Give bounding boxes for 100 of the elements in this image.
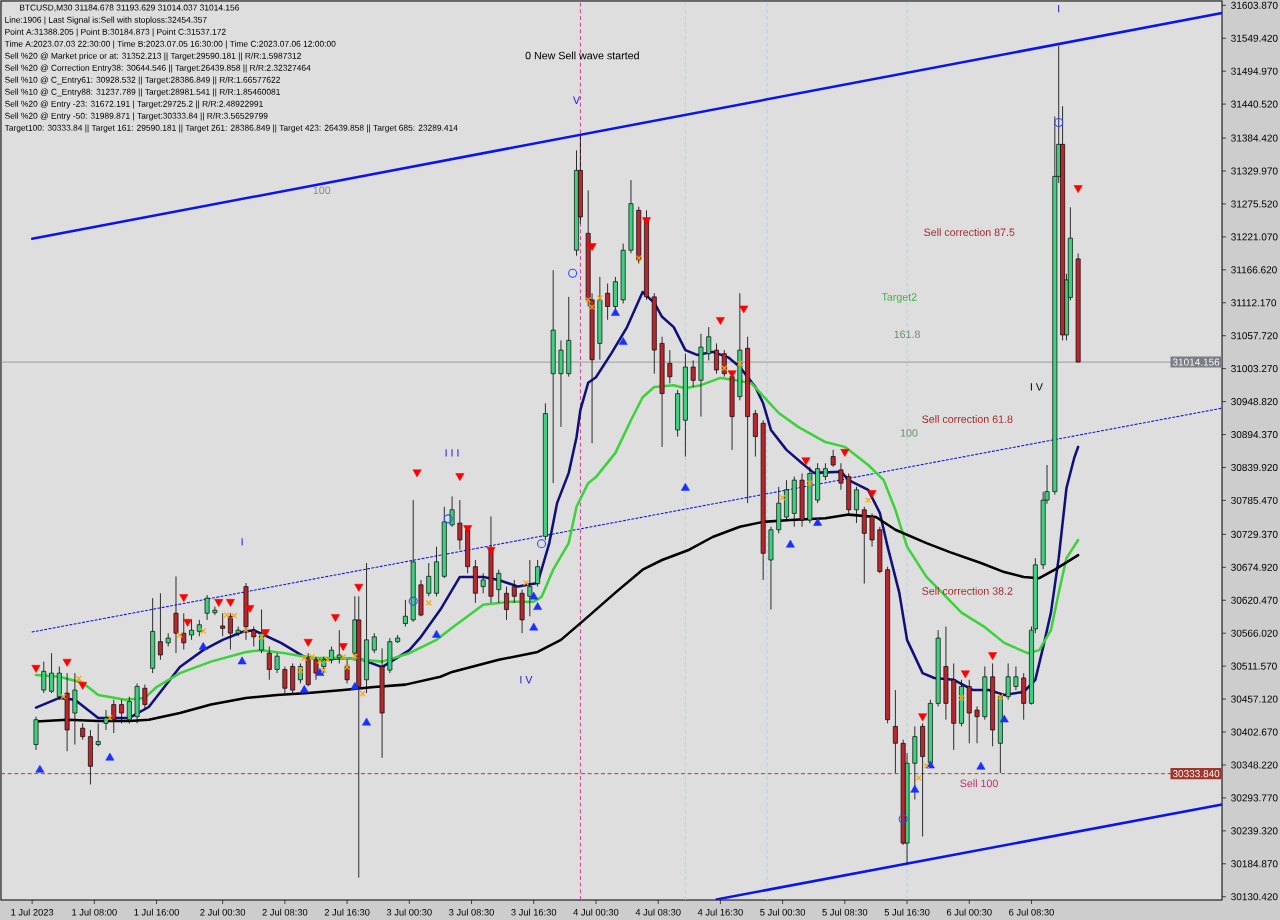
candlestick <box>1013 666 1019 691</box>
point <box>408 596 418 606</box>
candlestick <box>157 592 163 661</box>
annotation: Sell %20 @ Correction Entry38: 30644.546 || Target:26439.858 || R/R:2.32327464 <box>4 64 311 73</box>
candlestick <box>511 579 517 604</box>
x-tick-label: 4 Jul 16:30 <box>697 908 743 916</box>
y-tick-label: 31494.970 <box>1231 67 1278 75</box>
y-tick-label: 30348.220 <box>1231 761 1278 769</box>
point <box>910 784 920 793</box>
candlestick <box>558 339 564 428</box>
candlestick <box>41 661 47 694</box>
point <box>976 761 986 770</box>
y-tick-label: 30130.420 <box>1231 893 1278 901</box>
y-tick-label: 31549.420 <box>1231 34 1278 42</box>
ref-line-label: 31014.156 <box>1172 358 1220 366</box>
point <box>739 305 749 314</box>
point <box>338 643 348 651</box>
y-tick-label: 30620.470 <box>1231 596 1278 604</box>
candlestick <box>752 409 758 457</box>
point <box>105 752 115 761</box>
annotation: Sell %10 @ C_Entry88: 31237.789 || Target:28981.541 || R/R:1.85460081 <box>4 88 280 97</box>
x-tick-label: 2 Jul 00:30 <box>200 908 246 916</box>
annotation: V <box>573 96 581 104</box>
candlestick <box>838 462 844 491</box>
candlestick <box>974 706 980 744</box>
annotation: 161.8 <box>894 330 920 339</box>
point <box>727 370 737 379</box>
point <box>75 675 82 682</box>
point <box>303 639 313 647</box>
y-tick-label: 30729.370 <box>1231 530 1278 538</box>
point <box>261 629 270 638</box>
x-tick-label: 3 Jul 08:30 <box>449 908 494 916</box>
annotation: Target100: 30333.84 || Target 161: 29590.181 || Target 261: 28386.849 || Target 423: 26439.858 || Target 685: 23289.414 <box>4 124 458 133</box>
candlestick <box>189 619 194 641</box>
point <box>183 619 193 627</box>
point <box>179 594 189 602</box>
chart-title: BTCUSD,M30 31184.678 31193.629 31014.037 31014.156 <box>19 4 239 12</box>
annotation: Target2 <box>881 293 917 303</box>
annotation: Line:1906 | Last Signal is:Sell with stoploss:32454.357 <box>5 16 207 25</box>
x-tick-label: 5 Jul 08:30 <box>822 908 868 916</box>
point <box>610 308 620 316</box>
candlestick <box>227 612 233 650</box>
y-tick-label: 30457.120 <box>1231 695 1278 703</box>
point <box>330 614 340 622</box>
annotation: Point A:31388.205 | Point B:30184.873 | Point C:31537.172 <box>5 28 226 37</box>
candlestick <box>371 632 377 654</box>
y-tick-label: 30293.770 <box>1231 794 1278 802</box>
y-tick-label: 31384.420 <box>1231 134 1278 142</box>
point <box>813 518 823 526</box>
y-tick-label: 30511.570 <box>1231 662 1277 670</box>
x-tick-label: 2 Jul 08:30 <box>262 908 308 916</box>
x-tick-label: 1 Jul 08:00 <box>72 908 117 916</box>
point <box>587 243 597 252</box>
point <box>918 713 928 722</box>
point <box>258 633 265 640</box>
point <box>425 599 432 606</box>
point <box>680 482 690 491</box>
candlestick <box>714 343 719 375</box>
point <box>354 583 364 592</box>
y-tick-label: 31440.520 <box>1231 100 1278 108</box>
candlestick <box>274 652 280 674</box>
annotation: Sell correction 61.8 <box>922 415 1013 423</box>
y-tick-label: 31329.970 <box>1231 167 1278 175</box>
point <box>997 693 1004 700</box>
candlestick <box>173 575 179 654</box>
y-tick-label: 30402.670 <box>1231 728 1278 736</box>
candlestick <box>667 349 673 384</box>
candlestick <box>480 572 486 594</box>
annotation: I <box>1058 4 1060 13</box>
y-tick-label: 30894.370 <box>1231 431 1278 439</box>
x-tick-label: 4 Jul 00:30 <box>573 908 619 916</box>
point <box>78 681 88 690</box>
x-tick-label: 3 Jul 16:30 <box>511 908 557 916</box>
candlestick <box>504 586 509 621</box>
annotation: Sell 100 <box>960 779 998 788</box>
point <box>801 457 811 466</box>
x-tick-label: 4 Jul 08:30 <box>635 908 681 916</box>
point <box>715 317 725 325</box>
annotation: I V <box>1030 383 1043 391</box>
y-tick-label: 30239.320 <box>1231 827 1278 835</box>
point <box>362 717 371 726</box>
y-tick-label: 31003.270 <box>1231 365 1278 373</box>
y-tick-label: 30184.870 <box>1231 860 1278 868</box>
annotation: Sell correction 87.5 <box>924 228 1015 237</box>
annotation: Time A:2023.07.03 22:30:00 | Time B:2023.07.05 16:30:00 | Time C:2023.07.06 12:00:00 <box>4 40 336 49</box>
point <box>299 685 309 693</box>
point <box>35 764 45 773</box>
point <box>596 294 603 302</box>
annotation: Sell %20 @ Entry -23: 31672.191 | Target:29725.2 || R/R:2.48922991 <box>4 100 263 109</box>
candlestick <box>266 646 272 681</box>
point <box>898 814 908 824</box>
candlestick <box>402 599 408 627</box>
point <box>297 667 304 674</box>
point <box>245 605 255 613</box>
y-tick-label: 31057.720 <box>1231 332 1278 340</box>
point <box>455 473 465 481</box>
x-tick-label: 5 Jul 16:30 <box>884 908 930 916</box>
candlestick <box>1005 663 1011 701</box>
candlestick <box>220 612 226 637</box>
y-tick-label: 30839.920 <box>1231 463 1278 472</box>
